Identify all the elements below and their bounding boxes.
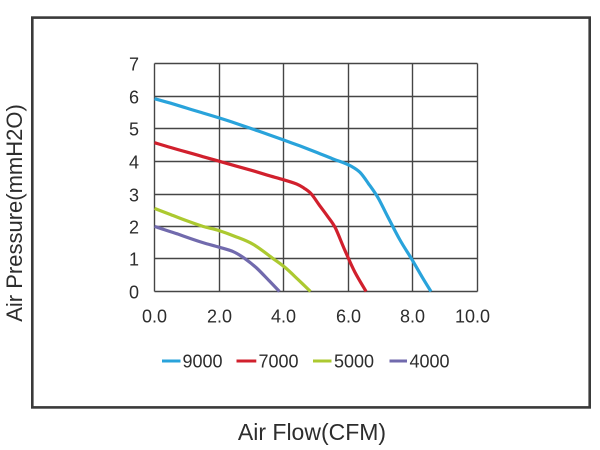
svg-text:6: 6 xyxy=(129,87,139,107)
svg-text:4000: 4000 xyxy=(410,352,450,372)
svg-text:Air Pressure(mmH2O): Air Pressure(mmH2O) xyxy=(2,104,27,322)
svg-text:6.0: 6.0 xyxy=(336,307,361,327)
svg-text:2: 2 xyxy=(129,217,139,237)
svg-text:10.0: 10.0 xyxy=(455,307,490,327)
svg-text:3: 3 xyxy=(129,185,139,205)
svg-text:7: 7 xyxy=(129,54,139,74)
svg-text:1: 1 xyxy=(129,249,139,269)
svg-text:4: 4 xyxy=(129,152,139,172)
svg-text:Air Flow(CFM): Air Flow(CFM) xyxy=(238,419,386,445)
svg-text:0.0: 0.0 xyxy=(142,307,167,327)
svg-text:4.0: 4.0 xyxy=(271,307,296,327)
svg-text:5: 5 xyxy=(129,119,139,139)
svg-text:9000: 9000 xyxy=(183,352,223,372)
svg-text:8.0: 8.0 xyxy=(400,307,425,327)
svg-text:0: 0 xyxy=(129,282,139,302)
svg-text:2.0: 2.0 xyxy=(207,307,232,327)
svg-text:7000: 7000 xyxy=(259,352,299,372)
svg-text:5000: 5000 xyxy=(334,352,374,372)
